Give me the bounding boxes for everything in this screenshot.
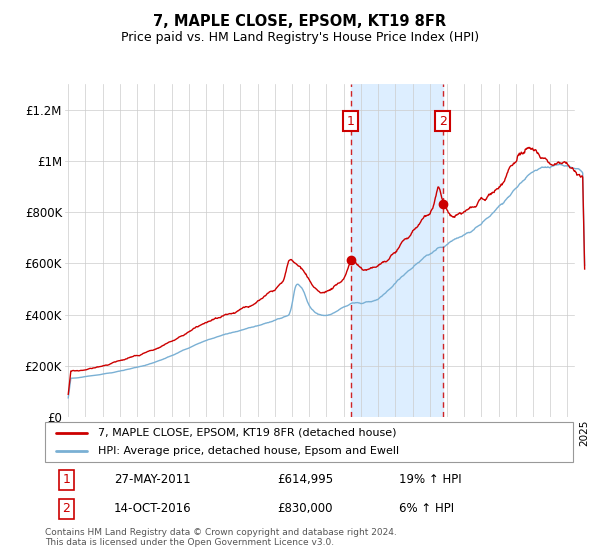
Text: 27-MAY-2011: 27-MAY-2011 xyxy=(113,473,190,486)
Text: 1: 1 xyxy=(347,115,355,128)
Text: 2: 2 xyxy=(439,115,446,128)
Text: 7, MAPLE CLOSE, EPSOM, KT19 8FR: 7, MAPLE CLOSE, EPSOM, KT19 8FR xyxy=(154,14,446,29)
Text: 2: 2 xyxy=(62,502,70,515)
Text: HPI: Average price, detached house, Epsom and Ewell: HPI: Average price, detached house, Epso… xyxy=(98,446,399,456)
Text: 19% ↑ HPI: 19% ↑ HPI xyxy=(399,473,461,486)
FancyBboxPatch shape xyxy=(45,422,573,462)
Text: Price paid vs. HM Land Registry's House Price Index (HPI): Price paid vs. HM Land Registry's House … xyxy=(121,31,479,44)
Text: 1: 1 xyxy=(62,473,70,486)
Text: £830,000: £830,000 xyxy=(277,502,333,515)
Text: 14-OCT-2016: 14-OCT-2016 xyxy=(113,502,191,515)
Text: 6% ↑ HPI: 6% ↑ HPI xyxy=(399,502,454,515)
Text: £614,995: £614,995 xyxy=(277,473,334,486)
Text: 7, MAPLE CLOSE, EPSOM, KT19 8FR (detached house): 7, MAPLE CLOSE, EPSOM, KT19 8FR (detache… xyxy=(98,428,397,437)
Bar xyxy=(575,84,598,417)
Bar xyxy=(350,84,443,417)
Text: Contains HM Land Registry data © Crown copyright and database right 2024.
This d: Contains HM Land Registry data © Crown c… xyxy=(45,528,397,547)
